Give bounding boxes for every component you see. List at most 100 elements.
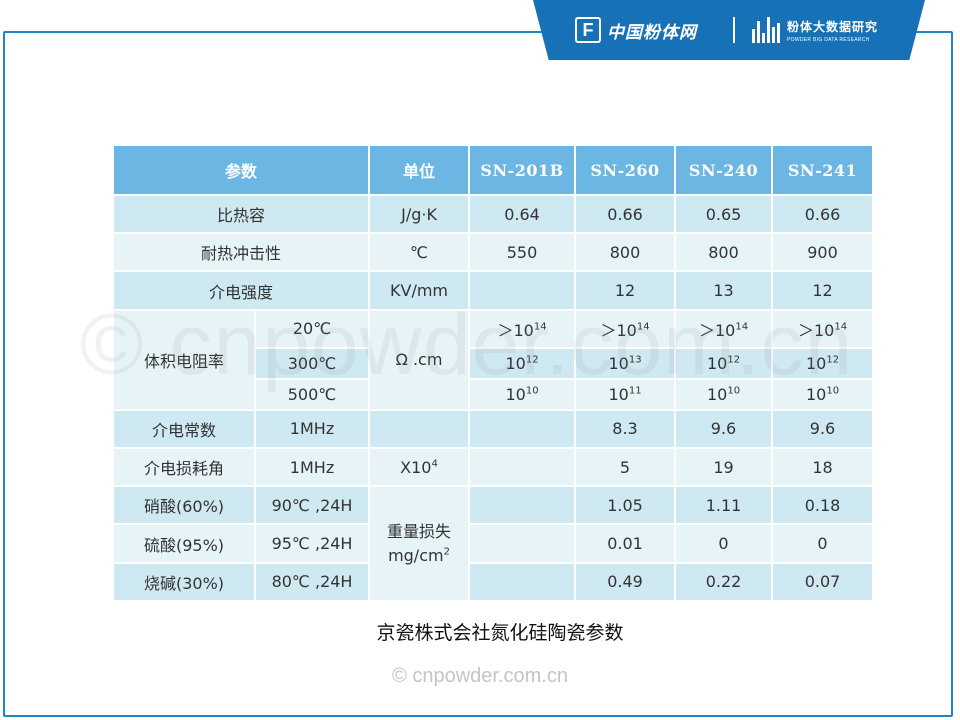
value-cell: 1010	[674, 377, 774, 411]
watermark-small: © cnpowder.com.cn	[392, 665, 568, 687]
row-condition: 1MHz	[253, 408, 371, 449]
row-label: 烧碱(30%)	[112, 561, 256, 603]
table-header-row: 参数 单位 SN-201B SN-260 SN-240 SN-241	[111, 144, 875, 196]
value-cell: ＞1014	[468, 308, 577, 349]
value-cell: 1010	[771, 377, 875, 411]
row-unit	[368, 408, 471, 449]
row-label: 介电常数	[112, 408, 256, 449]
header-model-sn240: SN-240	[674, 144, 774, 196]
powder-bigdata-logo: 粉体大数据研究 POWDER BIG DATA RESEARCH	[752, 10, 878, 50]
value-cell: 0.66	[574, 193, 677, 235]
row-label: 体积电阻率	[112, 308, 256, 411]
value-cell	[468, 446, 577, 488]
logo-divider	[733, 17, 735, 43]
value-cell: 1011	[574, 377, 677, 411]
value-cell: 0.66	[771, 193, 875, 235]
value-cell: 5	[574, 446, 677, 488]
table-row: 介电损耗角 1MHz X104 5 19 18	[112, 446, 875, 488]
row-condition: 20℃	[253, 308, 371, 349]
row-unit: X104	[368, 446, 471, 488]
value-cell: 800	[574, 232, 677, 273]
value-cell: 1012	[468, 346, 577, 380]
value-cell: 1012	[771, 346, 875, 380]
table-row: 硝酸(60%) 90℃ ,24H 重量损失 mg/cm2 1.05 1.11 0…	[112, 485, 875, 602]
value-cell: 800	[674, 232, 774, 273]
row-unit: KV/mm	[368, 270, 471, 311]
row-label: 介电损耗角	[112, 446, 256, 488]
value-cell: 1013	[574, 346, 677, 380]
row-label: 比热容	[111, 193, 371, 235]
value-cell: ＞1014	[771, 308, 875, 349]
value-cell: 12	[574, 270, 677, 311]
header-model-sn260: SN-260	[574, 144, 677, 196]
value-cell: 9.6	[674, 408, 774, 449]
value-cell: ＞1014	[574, 308, 677, 349]
row-condition: 80℃ ,24H	[253, 561, 371, 603]
table-row: 500℃ 1010 1011 1010 1010	[113, 377, 875, 411]
value-cell: 12	[771, 270, 875, 311]
table-row: 比热容 J/g·K 0.64 0.66 0.65 0.66	[111, 193, 875, 235]
value-cell: 8.3	[574, 408, 677, 449]
value-cell: 0.07	[771, 561, 875, 603]
silicon-nitride-params-table: 参数 单位 SN-201B SN-260 SN-240 SN-241 比热容 J…	[111, 144, 875, 603]
powder-bigdata-subtitle: POWDER BIG DATA RESEARCH	[787, 36, 870, 43]
header-param: 参数	[111, 144, 371, 196]
row-condition: 95℃ ,24H	[253, 523, 371, 564]
row-unit: 重量损失 mg/cm2	[368, 485, 471, 602]
row-label: 耐热冲击性	[111, 232, 371, 273]
cnpowder-logo-text: 中国粉体网	[607, 22, 697, 43]
value-cell: 13	[674, 270, 774, 311]
row-condition: 1MHz	[253, 446, 371, 488]
header-unit: 单位	[368, 144, 471, 196]
value-cell: 18	[771, 446, 875, 488]
value-cell: 1012	[674, 346, 774, 380]
header-banner	[533, 0, 925, 60]
value-cell: 0.49	[574, 561, 677, 603]
row-condition: 90℃ ,24H	[253, 485, 371, 526]
cnpowder-logo-icon: F	[575, 17, 601, 43]
value-cell: 1010	[468, 377, 577, 411]
value-cell: 19	[674, 446, 774, 488]
powder-bigdata-title: 粉体大数据研究	[787, 19, 879, 34]
table-row: 烧碱(30%) 80℃ ,24H 0.49 0.22 0.07	[112, 561, 875, 603]
value-cell: 900	[771, 232, 875, 273]
row-label: 硝酸(60%)	[112, 485, 256, 526]
table-row: 介电强度 KV/mm 12 13 12	[111, 270, 875, 311]
value-cell: 0	[674, 523, 774, 564]
value-cell	[468, 485, 577, 526]
watermark-large: © cnpowder.com.cn	[80, 297, 854, 393]
row-unit: ℃	[368, 232, 471, 273]
row-condition: 500℃	[253, 377, 371, 411]
value-cell	[468, 408, 577, 449]
value-cell: 0.22	[674, 561, 774, 603]
header-model-sn241: SN-241	[771, 144, 875, 196]
value-cell	[468, 561, 577, 603]
value-cell: 0.64	[468, 193, 577, 235]
value-cell: 0.65	[674, 193, 774, 235]
value-cell: ＞1014	[674, 308, 774, 349]
value-cell	[468, 523, 577, 564]
slide-frame	[3, 31, 953, 717]
row-unit: Ω .cm	[368, 308, 471, 411]
value-cell: 9.6	[771, 408, 875, 449]
value-cell: 0	[771, 523, 875, 564]
value-cell: 1.11	[674, 485, 774, 526]
value-cell: 550	[468, 232, 577, 273]
table-row: 300℃ 1012 1013 1012 1012	[113, 346, 875, 380]
value-cell: 0.01	[574, 523, 677, 564]
bar-chart-icon	[752, 17, 782, 43]
table-row: 硫酸(95%) 95℃ ,24H 0.01 0 0	[112, 523, 875, 564]
row-label: 硫酸(95%)	[112, 523, 256, 564]
table-row: 介电常数 1MHz 8.3 9.6 9.6	[112, 408, 875, 449]
row-unit: J/g·K	[368, 193, 471, 235]
row-label: 介电强度	[111, 270, 371, 311]
value-cell: 0.18	[771, 485, 875, 526]
table-row: 体积电阻率 20℃ Ω .cm ＞1014 ＞1014 ＞1014 ＞1014	[112, 308, 875, 411]
header-model-sn201b: SN-201B	[468, 144, 577, 196]
table-caption: 京瓷株式会社氮化硅陶瓷参数	[376, 622, 624, 644]
cnpowder-logo: F 中国粉体网	[575, 10, 697, 50]
value-cell: 1.05	[574, 485, 677, 526]
table-row: 耐热冲击性 ℃ 550 800 800 900	[111, 232, 875, 273]
value-cell	[468, 270, 577, 311]
row-condition: 300℃	[253, 346, 371, 380]
